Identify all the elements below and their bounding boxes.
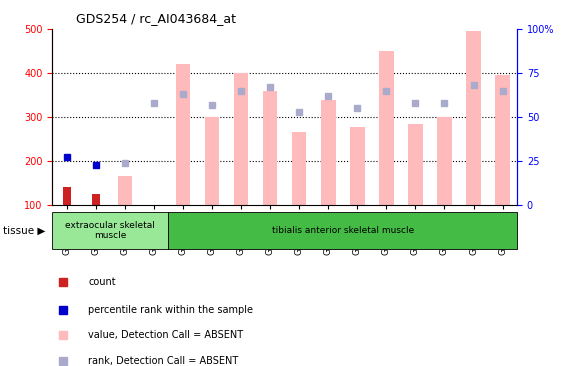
Bar xyxy=(234,73,249,205)
Text: count: count xyxy=(88,277,116,287)
Bar xyxy=(321,100,336,205)
Bar xyxy=(92,194,100,205)
Bar xyxy=(292,132,307,205)
Bar xyxy=(437,117,452,205)
Bar xyxy=(350,127,365,205)
Text: percentile rank within the sample: percentile rank within the sample xyxy=(88,305,253,315)
FancyBboxPatch shape xyxy=(52,212,168,249)
Bar xyxy=(63,187,71,205)
Text: GDS254 / rc_AI043684_at: GDS254 / rc_AI043684_at xyxy=(76,12,235,25)
Bar xyxy=(466,31,481,205)
Bar xyxy=(117,176,132,205)
Bar xyxy=(495,75,510,205)
FancyBboxPatch shape xyxy=(168,212,517,249)
Bar xyxy=(379,51,394,205)
Text: tissue ▶: tissue ▶ xyxy=(3,225,45,236)
Bar xyxy=(263,91,278,205)
Text: extraocular skeletal
muscle: extraocular skeletal muscle xyxy=(66,221,155,240)
Bar xyxy=(175,64,191,205)
Bar xyxy=(205,117,220,205)
Text: tibialis anterior skeletal muscle: tibialis anterior skeletal muscle xyxy=(272,226,414,235)
Text: value, Detection Call = ABSENT: value, Detection Call = ABSENT xyxy=(88,330,243,340)
Text: rank, Detection Call = ABSENT: rank, Detection Call = ABSENT xyxy=(88,356,238,366)
Bar xyxy=(408,124,423,205)
